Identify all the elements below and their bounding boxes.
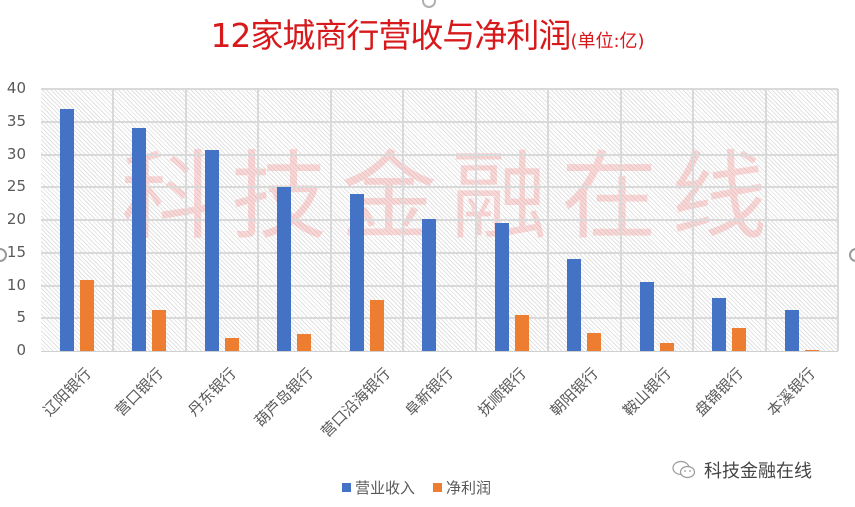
bar-revenue[interactable]	[60, 108, 74, 351]
bar-net-profit[interactable]	[152, 309, 167, 351]
bar-net-profit[interactable]	[80, 279, 94, 351]
y-tick-label: 35	[6, 111, 26, 130]
bar-net-profit[interactable]	[804, 349, 819, 351]
bar-revenue[interactable]	[567, 258, 582, 351]
x-tick-label: 本溪银行	[764, 364, 820, 420]
x-tick-label: 营口银行	[111, 364, 168, 420]
resize-handle-left[interactable]	[0, 248, 7, 262]
gridline-vertical	[474, 89, 477, 351]
gridline-vertical	[837, 89, 839, 351]
gridline-vertical	[329, 89, 332, 351]
brand-watermark: 科技金融在线	[672, 457, 812, 483]
chart-title: 12家城商行营收与净利润(单位:亿)	[0, 14, 855, 64]
bar-net-profit[interactable]	[224, 337, 239, 351]
chart-title-unit: (单位:亿)	[570, 31, 645, 52]
bar-revenue[interactable]	[132, 127, 147, 351]
bar-net-profit[interactable]	[587, 332, 602, 351]
gridline-vertical	[764, 89, 767, 351]
gridline-horizontal	[41, 88, 838, 90]
gridline-horizontal	[41, 153, 838, 156]
y-tick-label: 20	[6, 210, 26, 228]
bar-net-profit[interactable]	[514, 314, 529, 351]
bar-net-profit[interactable]	[732, 328, 747, 351]
gridline-horizontal	[41, 186, 838, 189]
x-tick-label: 葫芦岛银行	[250, 364, 317, 431]
gridline-vertical	[112, 89, 115, 351]
gridline-horizontal	[41, 317, 838, 320]
resize-handle-right[interactable]	[849, 248, 855, 262]
gridline-vertical	[692, 89, 695, 351]
gridline-vertical	[547, 89, 550, 351]
bar-revenue[interactable]	[712, 297, 727, 351]
bar-revenue[interactable]	[784, 310, 799, 351]
brand-label: 科技金融在线	[704, 461, 812, 482]
y-tick-label: 15	[6, 242, 26, 261]
legend-item-net-profit[interactable]: 净利润	[433, 477, 491, 498]
bar-revenue[interactable]	[422, 219, 437, 351]
legend-item-revenue[interactable]: 营业收入	[342, 477, 415, 498]
bar-net-profit[interactable]	[659, 343, 674, 351]
y-tick-label: 40	[6, 79, 26, 97]
legend: 营业收入 净利润	[342, 477, 491, 498]
x-tick-label: 抚顺银行	[474, 364, 530, 420]
bar-net-profit[interactable]	[369, 299, 384, 351]
gridline-horizontal	[41, 120, 838, 123]
legend-swatch-revenue	[342, 483, 351, 492]
x-tick-label: 鞍山银行	[619, 364, 675, 420]
chart-title-main: 12家城商行营收与净利润	[210, 16, 571, 55]
y-tick-label: 30	[6, 144, 26, 163]
gridline-vertical	[619, 89, 622, 351]
bar-revenue[interactable]	[277, 186, 292, 351]
x-tick-label: 营口沿海银行	[316, 364, 394, 441]
x-tick-label: 朝阳银行	[546, 364, 602, 420]
wechat-icon	[672, 460, 696, 480]
legend-label-net-profit: 净利润	[446, 479, 492, 497]
y-tick-label: 10	[6, 275, 26, 294]
y-tick-label: 25	[6, 177, 26, 196]
y-tick-label: 5	[16, 308, 26, 327]
x-tick-label: 辽阳银行	[39, 364, 95, 420]
gridline-vertical	[402, 89, 405, 351]
legend-swatch-net-profit	[433, 483, 443, 492]
gridline-vertical	[184, 89, 187, 351]
resize-handle-top[interactable]	[422, 0, 436, 8]
bar-net-profit[interactable]	[297, 333, 312, 351]
plot-area: 科技金融在线	[41, 88, 839, 352]
gridline-horizontal	[41, 284, 838, 287]
x-tick-label: 阜新银行	[401, 364, 457, 420]
legend-label-revenue: 营业收入	[355, 479, 416, 497]
gridline-horizontal	[41, 219, 838, 221]
bar-revenue[interactable]	[349, 194, 364, 351]
bar-revenue[interactable]	[204, 149, 219, 351]
y-tick-label: 0	[16, 341, 26, 359]
gridline-vertical	[257, 89, 260, 351]
gridline-horizontal	[41, 251, 838, 254]
bar-revenue[interactable]	[494, 222, 509, 351]
bar-revenue[interactable]	[639, 281, 654, 351]
x-tick-label: 盘锦银行	[691, 364, 747, 420]
x-tick-label: 丹东银行	[184, 364, 240, 420]
